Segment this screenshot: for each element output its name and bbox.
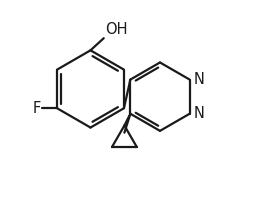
Text: N: N [194,72,205,87]
Text: F: F [32,101,40,116]
Text: N: N [194,106,205,121]
Text: OH: OH [105,22,127,37]
